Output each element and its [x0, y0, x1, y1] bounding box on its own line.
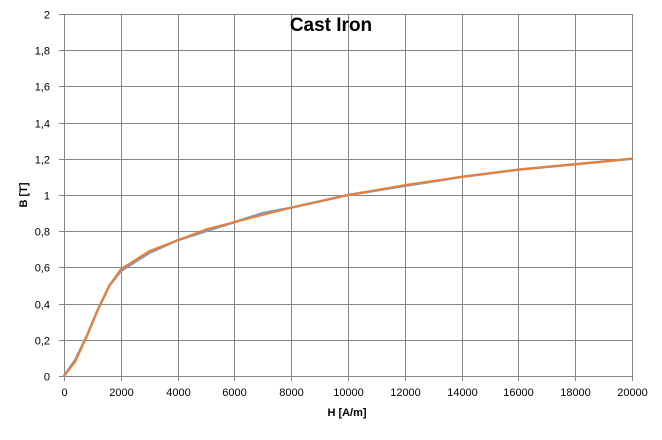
x-tick-label: 18000: [560, 387, 591, 399]
y-tick-label: 0,2: [35, 336, 50, 348]
x-tick-label: 6000: [222, 387, 246, 399]
x-axis-title: H [A/m]: [327, 407, 366, 419]
x-tick-label: 2000: [109, 387, 133, 399]
y-axis-title: B [T]: [18, 182, 30, 207]
series-line-2: [63, 157, 633, 377]
y-tick-label: 0,6: [35, 263, 50, 275]
x-tick-label: 12000: [390, 387, 421, 399]
y-tick-label: 0: [44, 372, 50, 384]
y-tick-label: 1,4: [35, 119, 50, 131]
x-tick-label: 0: [61, 387, 67, 399]
y-tick-label: 0,4: [35, 300, 50, 312]
y-tick-label: 1,2: [35, 155, 50, 167]
x-tick-label: 14000: [447, 387, 478, 399]
y-tick-label: 1,6: [35, 82, 50, 94]
tick-label-layer: 0 2000 4000 6000 8000 10000 12000 14000 16000 180…: [35, 10, 648, 400]
y-tick-label: 1: [44, 191, 50, 203]
x-tick-label: 16000: [503, 387, 534, 399]
y-tick-label: 2: [44, 10, 50, 22]
x-tick-label: 8000: [279, 387, 303, 399]
y-tick-label: 1,8: [35, 46, 50, 58]
chart-title: Cast Iron: [290, 15, 372, 36]
grid-layer: [59, 14, 633, 381]
x-tick-label: 4000: [166, 387, 190, 399]
y-tick-label: 0,8: [35, 227, 50, 239]
series-layer: [62, 157, 634, 378]
x-tick-label: 10000: [333, 387, 364, 399]
x-tick-label: 20000: [617, 387, 648, 399]
